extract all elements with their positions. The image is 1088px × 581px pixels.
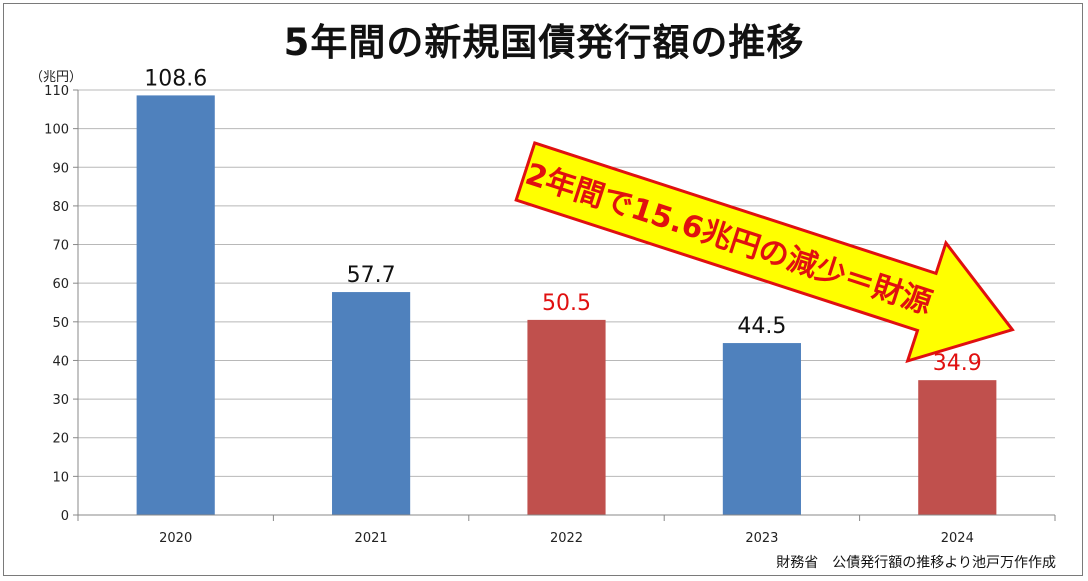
y-tick-label: 50 xyxy=(52,316,69,331)
y-axis-unit-label: （兆円） xyxy=(30,70,83,85)
axes xyxy=(77,90,1056,521)
x-category-label: 2020 xyxy=(159,531,192,546)
x-category-label: 2021 xyxy=(355,531,388,546)
bar-2023 xyxy=(722,343,801,515)
x-category-label: 2023 xyxy=(745,531,778,546)
data-label-2022: 50.5 xyxy=(542,291,591,316)
y-tick-label: 40 xyxy=(52,354,69,369)
y-tick-label: 110 xyxy=(44,84,69,99)
bar-2022 xyxy=(527,319,606,515)
source-note: 財務省 公債発行額の推移より池戸万作作成 xyxy=(776,555,1056,571)
data-label-2021: 57.7 xyxy=(347,263,396,288)
y-tick-label: 70 xyxy=(52,239,69,254)
callout-arrow-shape xyxy=(514,141,1015,364)
y-tick-label: 30 xyxy=(52,393,69,408)
data-label-2024: 34.9 xyxy=(933,351,982,376)
bar-2024 xyxy=(918,380,997,515)
bar-2020 xyxy=(136,95,215,515)
y-tick-label: 90 xyxy=(52,161,69,176)
data-label-2023: 44.5 xyxy=(737,314,786,339)
bar-2021 xyxy=(332,292,411,515)
x-category-label: 2022 xyxy=(550,531,583,546)
chart-title: 5年間の新規国債発行額の推移 xyxy=(283,21,805,64)
y-tick-label: 60 xyxy=(52,277,69,292)
data-labels: 108.6 57.7 50.5 44.5 34.9 xyxy=(144,66,982,376)
y-tick-label: 20 xyxy=(52,432,69,447)
y-tick-label: 10 xyxy=(52,470,69,485)
y-axis-ticks: 0 10 20 30 40 50 60 70 80 90 100 110 xyxy=(44,84,78,524)
y-tick-label: 0 xyxy=(61,509,69,524)
x-axis-categories: 2020 2021 2022 2023 2024 xyxy=(159,531,974,546)
data-label-2020: 108.6 xyxy=(144,66,207,91)
bars xyxy=(136,95,997,515)
y-tick-label: 100 xyxy=(44,123,69,138)
y-tick-label: 80 xyxy=(52,200,69,215)
x-category-label: 2024 xyxy=(941,531,974,546)
